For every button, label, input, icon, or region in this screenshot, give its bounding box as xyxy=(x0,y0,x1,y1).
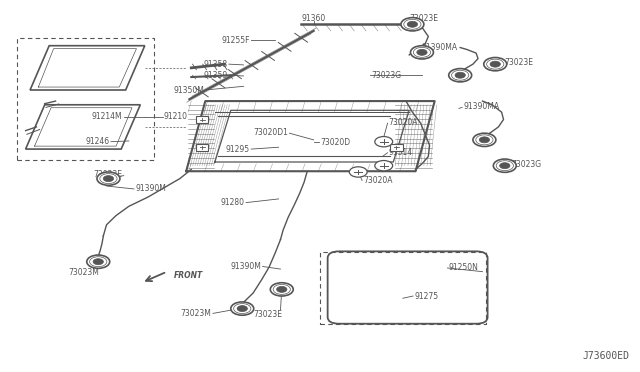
Text: 73020D1: 73020D1 xyxy=(253,128,288,137)
Text: 91390M: 91390M xyxy=(135,185,166,193)
Bar xyxy=(196,144,209,151)
Circle shape xyxy=(449,68,472,82)
Circle shape xyxy=(375,137,393,147)
Circle shape xyxy=(97,172,120,185)
Circle shape xyxy=(455,72,465,78)
Circle shape xyxy=(349,167,367,177)
Text: 73023M: 73023M xyxy=(180,309,212,318)
Text: 91350M: 91350M xyxy=(173,86,204,94)
Text: 91250N: 91250N xyxy=(449,263,479,272)
Text: 73023E: 73023E xyxy=(409,13,438,22)
Text: 73023E: 73023E xyxy=(253,310,282,319)
Text: 73023G: 73023G xyxy=(371,71,401,80)
Text: 91210: 91210 xyxy=(164,112,188,121)
Text: 91255F: 91255F xyxy=(221,36,250,45)
Circle shape xyxy=(493,159,516,172)
Circle shape xyxy=(417,49,427,55)
Text: 73023E: 73023E xyxy=(93,170,122,179)
Text: 91314: 91314 xyxy=(389,148,413,157)
Text: 91390MA: 91390MA xyxy=(422,43,458,52)
Text: 73020D: 73020D xyxy=(320,138,350,147)
Text: 91295: 91295 xyxy=(226,145,250,154)
Circle shape xyxy=(484,58,507,71)
Circle shape xyxy=(276,286,287,292)
Text: 91390MA: 91390MA xyxy=(463,102,499,111)
Circle shape xyxy=(270,283,293,296)
Text: 91280: 91280 xyxy=(221,198,245,207)
Text: 73020A: 73020A xyxy=(364,176,393,185)
Circle shape xyxy=(375,161,393,171)
Text: 91358: 91358 xyxy=(204,60,228,69)
Circle shape xyxy=(237,305,248,312)
Text: J73600ED: J73600ED xyxy=(582,352,629,361)
Circle shape xyxy=(479,137,490,143)
Text: 73020A: 73020A xyxy=(389,118,419,127)
Circle shape xyxy=(500,163,510,169)
Circle shape xyxy=(407,21,417,27)
Circle shape xyxy=(490,61,500,67)
Text: FRONT: FRONT xyxy=(173,271,203,280)
Text: 91275: 91275 xyxy=(414,292,438,301)
Bar xyxy=(390,144,403,151)
Text: 73023G: 73023G xyxy=(511,160,541,169)
Circle shape xyxy=(401,17,424,31)
Text: 91360: 91360 xyxy=(301,13,326,22)
Bar xyxy=(196,116,209,123)
Text: 91390M: 91390M xyxy=(230,262,261,271)
Text: 73023E: 73023E xyxy=(505,58,534,67)
Circle shape xyxy=(231,302,253,315)
Text: 91214M: 91214M xyxy=(92,112,122,121)
Text: 91359: 91359 xyxy=(204,71,228,80)
Text: 91246: 91246 xyxy=(86,137,109,146)
Circle shape xyxy=(473,133,496,147)
Circle shape xyxy=(103,176,114,182)
Circle shape xyxy=(87,255,109,268)
Circle shape xyxy=(93,259,104,265)
Text: 73023M: 73023M xyxy=(68,268,100,277)
Circle shape xyxy=(410,46,433,59)
